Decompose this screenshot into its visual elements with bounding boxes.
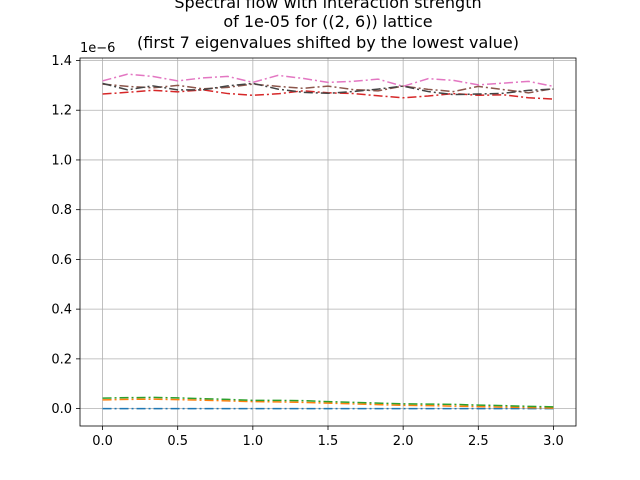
series-line-1	[102, 398, 554, 409]
y-tick-label-3: 0.6	[51, 253, 72, 268]
title-line-2: of 1e-05 for ((2, 6)) lattice	[223, 12, 432, 31]
data-series	[102, 73, 554, 410]
title-line-1: Spectral flow with interaction strength	[174, 0, 481, 12]
y-tick-label-2: 0.4	[51, 303, 72, 318]
x-tick-label-4: 2.0	[393, 434, 414, 449]
x-tick-label-3: 1.5	[318, 434, 339, 449]
series-line-6	[102, 82, 554, 96]
y-tick-label-7: 1.4	[51, 54, 72, 69]
title-line-3: (first 7 eigenvalues shifted by the lowe…	[137, 33, 519, 52]
x-tick-label-6: 3.0	[543, 434, 564, 449]
y-offset-label: 1e−6	[80, 41, 115, 56]
grid	[80, 58, 576, 426]
x-tick-label-5: 2.5	[468, 434, 489, 449]
series-line-5	[102, 73, 554, 88]
y-tick-label-4: 0.8	[51, 203, 72, 218]
x-tick-label-0: 0.0	[92, 434, 113, 449]
y-tick-label-1: 0.2	[51, 352, 72, 367]
series-line-4	[102, 83, 554, 94]
y-tick-label-6: 1.2	[51, 104, 72, 119]
series-line-2	[102, 396, 554, 408]
axis-ticks: 0.0 0.5 1.0 1.5 2.0 2.5 3.0 0.0 0.2 0.4 0.6 0.8 1.0 1…	[51, 54, 563, 449]
chart-title: Spectral flow with interaction strength …	[137, 0, 519, 52]
y-tick-label-5: 1.0	[51, 153, 72, 168]
x-tick-label-2: 1.0	[243, 434, 264, 449]
y-tick-label-0: 0.0	[51, 402, 72, 417]
x-tick-label-1: 0.5	[167, 434, 188, 449]
